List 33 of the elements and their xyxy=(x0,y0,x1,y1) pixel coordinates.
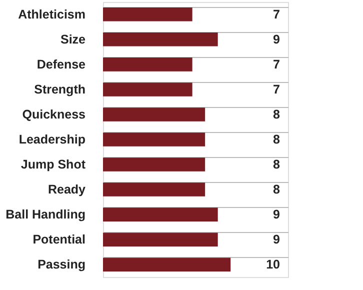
bar xyxy=(103,158,206,172)
y-tick-label: Defense xyxy=(36,57,86,72)
bar xyxy=(103,32,218,46)
data-label: 10 xyxy=(266,258,280,272)
y-tick-label: Leadership xyxy=(18,132,86,146)
y-tick-label: Passing xyxy=(38,258,86,272)
y-tick-label: Strength xyxy=(34,82,86,96)
bar xyxy=(103,58,192,72)
bar xyxy=(103,82,192,96)
data-label: 8 xyxy=(273,107,280,122)
bar xyxy=(103,208,218,222)
y-tick-label: Athleticism xyxy=(18,7,86,22)
y-tick-label: Size xyxy=(60,32,86,46)
y-tick-label: Jump Shot xyxy=(20,158,86,172)
data-label: 8 xyxy=(273,158,280,172)
y-tick-label: Ready xyxy=(48,182,86,197)
data-label: 9 xyxy=(273,208,280,222)
data-label: 9 xyxy=(273,32,280,46)
data-label: 8 xyxy=(273,132,280,146)
bar xyxy=(103,8,192,22)
bar xyxy=(103,232,218,246)
bar xyxy=(103,108,206,122)
y-tick-label: Quickness xyxy=(22,107,86,122)
data-label: 7 xyxy=(273,7,280,22)
data-label: 7 xyxy=(273,82,280,96)
bar xyxy=(103,258,231,272)
data-label: 9 xyxy=(273,232,280,247)
bar xyxy=(103,132,206,146)
bar xyxy=(103,182,206,196)
data-label: 8 xyxy=(273,182,280,197)
y-tick-label: Potential xyxy=(32,232,86,247)
y-tick-label: Ball Handling xyxy=(6,208,86,222)
data-label: 7 xyxy=(273,57,280,72)
